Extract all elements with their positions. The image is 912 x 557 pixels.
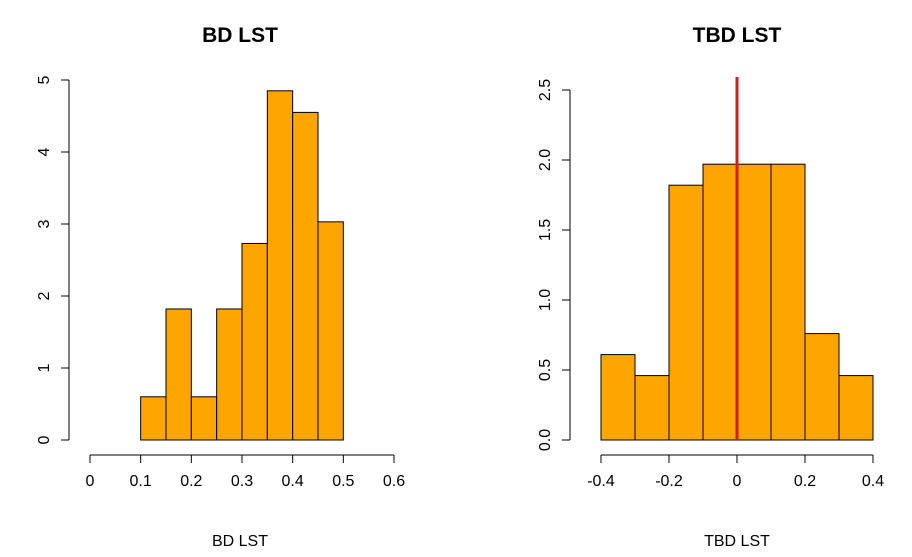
bar-7 [838, 375, 874, 441]
bar-4 [736, 163, 772, 441]
y-axis: 0 1 2 3 4 5 [36, 75, 70, 444]
x-tick-label: 0.4 [282, 473, 304, 490]
bar-4 [241, 242, 268, 441]
chart-title: TBD LST [693, 24, 782, 47]
x-tick-label: 0.3 [231, 473, 253, 490]
bar-0 [600, 354, 636, 441]
x-tick-label: 0.6 [383, 473, 405, 490]
x-tick-label: -0.2 [655, 473, 683, 490]
histogram-bd-lst: BD LST 0 0.1 0.2 0.3 0.4 0.5 0.6 0 1 2 3 4 5 BD LST [36, 24, 405, 550]
y-tick-label: 0.5 [537, 359, 554, 381]
x-tick-label: 0.2 [180, 473, 202, 490]
x-tick-label: 0 [86, 473, 95, 490]
x-tick-label: 0.5 [332, 473, 354, 490]
bar-7 [317, 221, 344, 441]
bar-3 [702, 163, 738, 441]
x-tick-label: 0.1 [130, 473, 152, 490]
bar-5 [266, 90, 294, 441]
x-tick-label: 0.2 [794, 473, 816, 490]
x-tick-label: 0.4 [862, 473, 884, 490]
histogram-tbd-lst: TBD LST -0.4 -0.2 0 0.2 0.4 0.0 0.5 1.0 1.5 2.0 2… [537, 24, 884, 550]
x-tick-label: 0 [733, 473, 742, 490]
bar-1 [165, 308, 192, 441]
bar-2 [668, 184, 704, 441]
y-tick-label: 5 [36, 75, 53, 84]
bar-6 [804, 333, 840, 441]
bars [600, 163, 874, 441]
bars [140, 90, 344, 441]
y-tick-label: 0.0 [537, 429, 554, 451]
y-tick-label: 2 [36, 291, 53, 300]
x-tick-label: -0.4 [587, 473, 615, 490]
bar-0 [140, 396, 167, 441]
y-tick-label: 2.0 [537, 149, 554, 171]
y-tick-label: 1.5 [537, 219, 554, 241]
bar-6 [292, 111, 319, 441]
y-tick-label: 1 [36, 363, 53, 372]
bar-2 [190, 396, 218, 441]
chart-title: BD LST [202, 24, 278, 47]
bar-1 [634, 375, 670, 441]
bar-5 [770, 163, 806, 441]
x-axis: 0 0.1 0.2 0.3 0.4 0.5 0.6 [86, 454, 405, 490]
y-tick-label: 1.0 [537, 289, 554, 311]
y-tick-label: 3 [36, 219, 53, 228]
y-axis: 0.0 0.5 1.0 1.5 2.0 2.5 [537, 79, 571, 451]
y-tick-label: 2.5 [537, 79, 554, 101]
x-axis-label: TBD LST [704, 533, 770, 550]
y-tick-label: 0 [36, 435, 53, 444]
bar-3 [216, 308, 243, 441]
x-axis: -0.4 -0.2 0 0.2 0.4 [587, 454, 884, 490]
x-axis-label: BD LST [212, 533, 268, 550]
y-tick-label: 4 [36, 147, 53, 156]
